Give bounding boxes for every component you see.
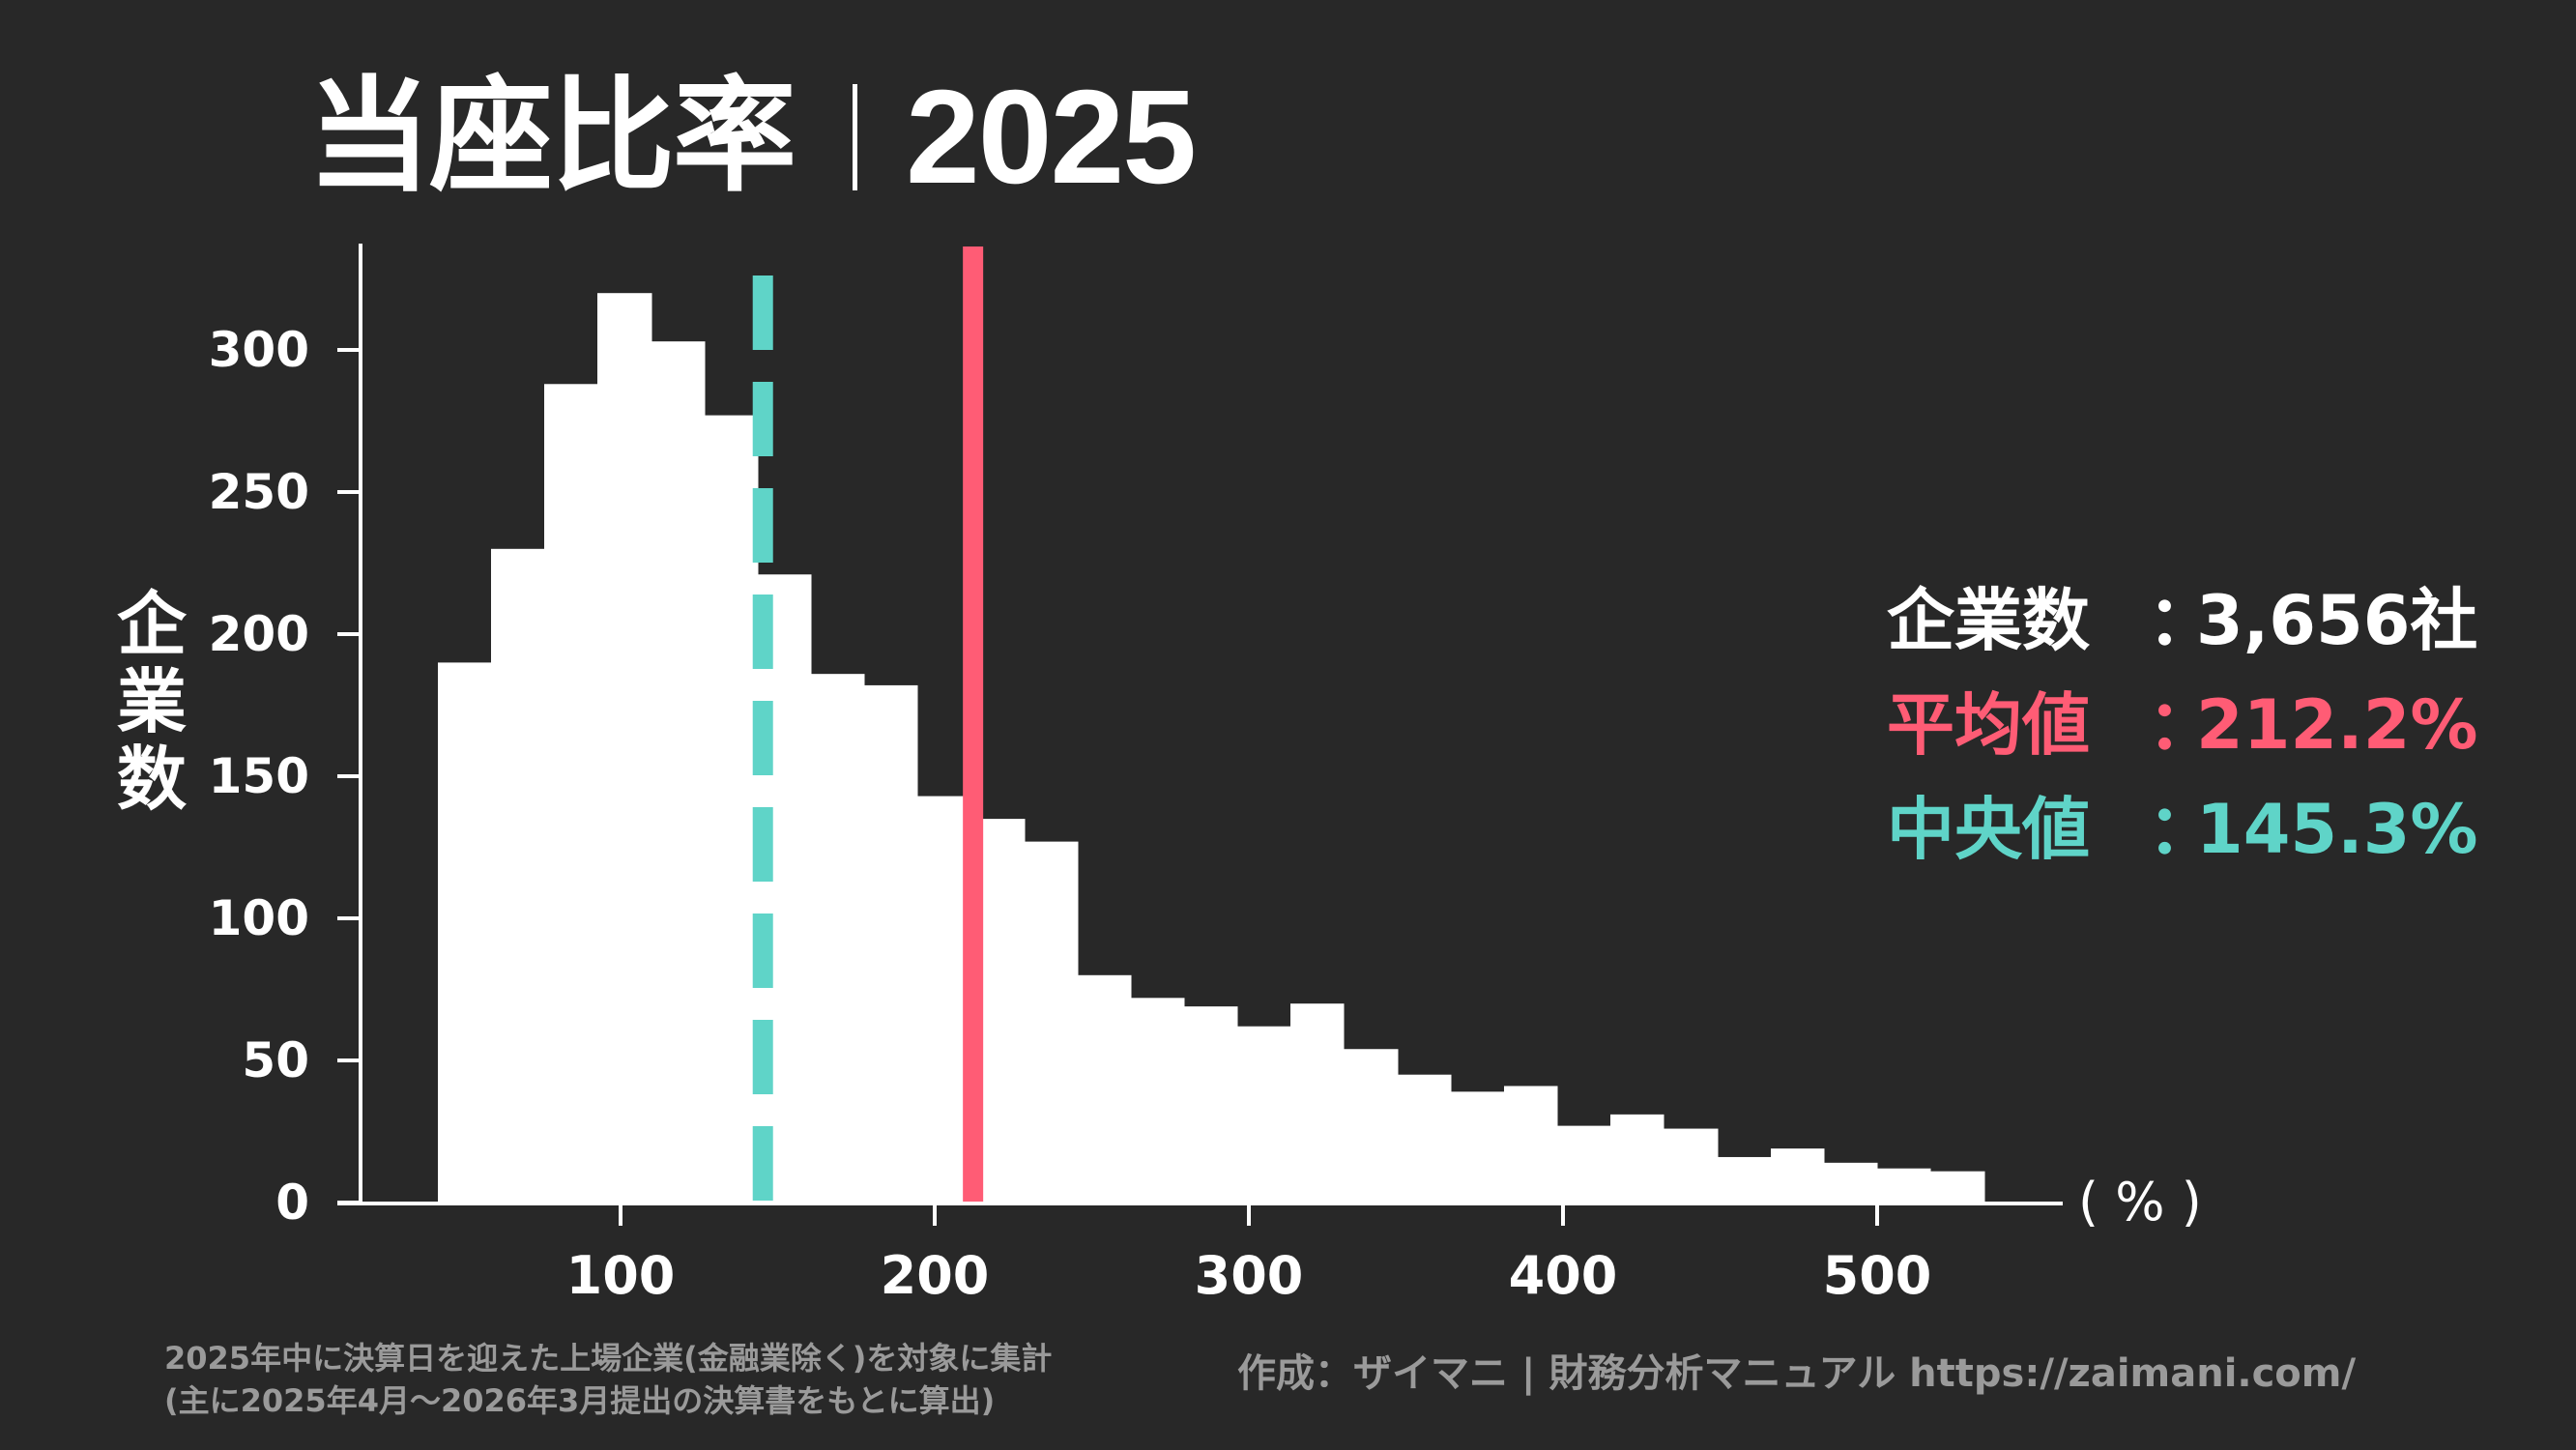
y-tick-label: 200 — [208, 606, 309, 662]
histogram-bar — [705, 415, 759, 1203]
stat-company-count: 企業数 ： 3,656社 — [1887, 568, 2478, 673]
histogram-bar — [864, 684, 918, 1203]
histogram-bar — [1398, 1074, 1452, 1203]
axes — [337, 244, 2063, 1226]
histogram-bar — [544, 384, 598, 1203]
stat-label: 企業数 — [1887, 581, 2090, 660]
y-tick-label: 0 — [275, 1174, 309, 1231]
histogram-bar — [1771, 1148, 1825, 1203]
histogram-bar — [1025, 841, 1079, 1203]
histogram-bar — [1451, 1091, 1505, 1203]
credit-text: 作成：ザイマニ | 財務分析マニュアル https://zaimani.com/ — [1237, 1351, 2357, 1396]
histogram-bar — [1930, 1171, 1985, 1203]
x-tick-label: 500 — [1822, 1245, 1932, 1306]
histogram-bar — [917, 796, 971, 1203]
y-axis-label-char: 企 — [116, 584, 187, 665]
histogram-bar — [438, 662, 492, 1203]
histogram-bar — [758, 574, 812, 1203]
x-tick-label: 100 — [565, 1245, 676, 1306]
stat-label: 平均値 — [1887, 685, 2090, 765]
y-tick-label: 300 — [208, 322, 309, 378]
histogram-bar — [811, 674, 865, 1203]
title-main: 当座比率 — [307, 68, 796, 206]
summary-stats: 企業数 ： 3,656社 平均値 ： 212.2% 中央値 ： 145.3% — [1887, 568, 2478, 882]
stat-colon: ： — [2148, 685, 2215, 765]
x-tick-label: 200 — [880, 1245, 990, 1306]
stat-value: 145.3% — [2196, 790, 2478, 869]
histogram-bar — [597, 293, 652, 1203]
stat-colon: ： — [2148, 790, 2215, 869]
stat-value: 212.2% — [2196, 685, 2478, 765]
chart-title: 当座比率 2025 — [307, 63, 1197, 212]
histogram-bar — [1237, 1026, 1291, 1203]
histogram-bar — [491, 548, 545, 1203]
stat-value: 3,656社 — [2196, 581, 2478, 660]
y-tick-label: 250 — [208, 464, 309, 520]
histogram-bar — [1504, 1086, 1558, 1203]
y-axis-label-char: 業 — [116, 661, 187, 742]
x-tick-label: 400 — [1508, 1245, 1618, 1306]
histogram-bars — [438, 293, 1985, 1203]
histogram-bar — [1610, 1114, 1664, 1203]
histogram-bar — [1078, 974, 1132, 1203]
footnote-line-2: (主に2025年4月〜2026年3月提出の決算書をもとに算出) — [164, 1382, 996, 1419]
title-separator — [853, 84, 858, 190]
histogram-bar — [1557, 1125, 1611, 1203]
y-axis-label: 企 業 数 — [108, 586, 195, 818]
histogram-bar — [1718, 1156, 1772, 1203]
stat-label: 中央値 — [1887, 790, 2090, 869]
histogram-bar — [651, 341, 706, 1203]
footnote-line-1: 2025年中に決算日を迎えた上場企業(金融業除く)を対象に集計 — [164, 1340, 1053, 1377]
title-year: 2025 — [906, 63, 1197, 212]
y-tick-label: 150 — [208, 748, 309, 804]
histogram-bar — [1184, 1006, 1238, 1203]
stat-colon: ： — [2148, 581, 2215, 660]
x-tick-label: 300 — [1194, 1245, 1304, 1306]
reference-lines — [752, 246, 984, 1203]
y-tick-label: 100 — [208, 890, 309, 946]
stat-mean: 平均値 ： 212.2% — [1887, 673, 2478, 777]
histogram-bar — [1131, 998, 1185, 1203]
stat-median: 中央値 ： 145.3% — [1887, 777, 2478, 882]
histogram-bar — [1664, 1128, 1719, 1203]
histogram-bar — [1824, 1162, 1878, 1203]
histogram-bar — [1290, 1003, 1345, 1203]
y-tick-label: 50 — [242, 1032, 309, 1088]
footnote: 2025年中に決算日を迎えた上場企業(金融業除く)を対象に集計 (主に2025年… — [164, 1337, 1052, 1422]
histogram-bar — [1877, 1168, 1931, 1203]
x-axis-unit-label: ( % ) — [2078, 1172, 2202, 1232]
y-axis-label-char: 数 — [116, 739, 187, 820]
histogram-bar — [1344, 1049, 1399, 1203]
